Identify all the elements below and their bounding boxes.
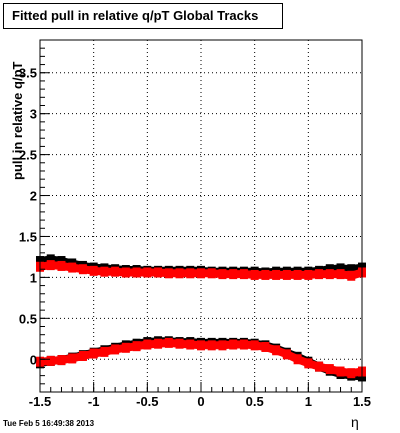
data-point xyxy=(315,361,324,372)
x-tick-label: 1.5 xyxy=(353,394,371,409)
data-point xyxy=(100,266,109,277)
data-point xyxy=(143,267,152,278)
data-point xyxy=(239,339,248,350)
data-point xyxy=(186,339,195,350)
data-point xyxy=(272,345,281,356)
data-point xyxy=(272,269,281,280)
data-point xyxy=(229,339,238,350)
data-point xyxy=(304,269,313,280)
data-series xyxy=(36,254,366,382)
series-2 xyxy=(36,260,366,281)
y-tick-label: 1 xyxy=(30,270,37,285)
data-point xyxy=(78,264,87,275)
data-point xyxy=(68,353,77,364)
x-tick-label: -1 xyxy=(88,394,100,409)
y-tick-label: 3 xyxy=(30,107,37,122)
data-point xyxy=(175,338,184,349)
data-point xyxy=(325,269,334,280)
data-point xyxy=(164,337,173,348)
data-point xyxy=(207,340,216,351)
data-point xyxy=(143,339,152,350)
data-point xyxy=(261,269,270,280)
data-point xyxy=(46,260,55,271)
data-point xyxy=(282,349,291,360)
data-point xyxy=(336,366,345,377)
data-point xyxy=(250,269,259,280)
data-point xyxy=(197,340,205,351)
x-tick-label: 0.5 xyxy=(246,394,264,409)
data-point xyxy=(89,265,98,276)
data-point xyxy=(229,269,238,280)
data-point xyxy=(111,344,120,355)
data-point xyxy=(293,269,302,280)
data-point xyxy=(347,264,356,275)
data-point xyxy=(218,340,227,351)
y-tick-label: 1.5 xyxy=(19,229,37,244)
data-point xyxy=(261,341,270,352)
data-point xyxy=(186,268,195,279)
chart-title: Fitted pull in relative q/pT Global Trac… xyxy=(3,3,283,29)
data-point xyxy=(154,338,163,349)
tick-labels: -1.5 -1 -0.5 0 0.5 1 1.5 0 0.5 1 1.5 2 2.5 3 3.5 xyxy=(19,66,371,409)
x-tick-label: -0.5 xyxy=(136,394,158,409)
data-point xyxy=(336,269,345,280)
data-point xyxy=(57,355,66,366)
data-point xyxy=(78,350,87,361)
data-point xyxy=(100,346,109,357)
data-point xyxy=(239,269,248,280)
x-tick-label: 1 xyxy=(305,394,312,409)
y-tick-label: 3.5 xyxy=(19,66,37,81)
y-tick-label: 0 xyxy=(30,352,37,367)
data-point xyxy=(282,269,291,280)
y-tick-label: 2.5 xyxy=(19,148,37,163)
data-point xyxy=(132,341,141,352)
data-point xyxy=(315,269,324,280)
y-axis-label: pull in relative q/pT xyxy=(10,61,25,180)
data-point xyxy=(154,267,163,278)
data-point xyxy=(197,268,205,279)
data-point xyxy=(68,262,77,273)
data-point xyxy=(336,263,345,274)
data-point xyxy=(175,268,184,279)
data-point xyxy=(121,342,130,353)
data-point xyxy=(46,355,55,366)
data-point xyxy=(347,368,356,379)
x-tick-label: -1.5 xyxy=(29,394,51,409)
data-point xyxy=(57,260,66,271)
data-point xyxy=(132,267,141,278)
timestamp-footer: Tue Feb 5 16:49:38 2013 xyxy=(3,419,95,428)
data-point xyxy=(111,266,120,277)
y-tick-label: 2 xyxy=(30,189,37,204)
data-point xyxy=(325,364,334,375)
data-point xyxy=(207,268,216,279)
data-point xyxy=(293,354,302,365)
data-point xyxy=(164,268,173,279)
x-axis-label: η xyxy=(351,414,359,430)
data-point xyxy=(218,269,227,280)
y-tick-label: 0.5 xyxy=(19,311,37,326)
x-tick-label: 0 xyxy=(197,394,204,409)
data-point xyxy=(121,267,130,278)
data-point xyxy=(304,358,313,369)
data-point xyxy=(347,270,356,281)
axis-ticks xyxy=(39,47,363,392)
data-point xyxy=(89,348,98,359)
data-point xyxy=(46,254,55,265)
data-point xyxy=(250,340,259,351)
